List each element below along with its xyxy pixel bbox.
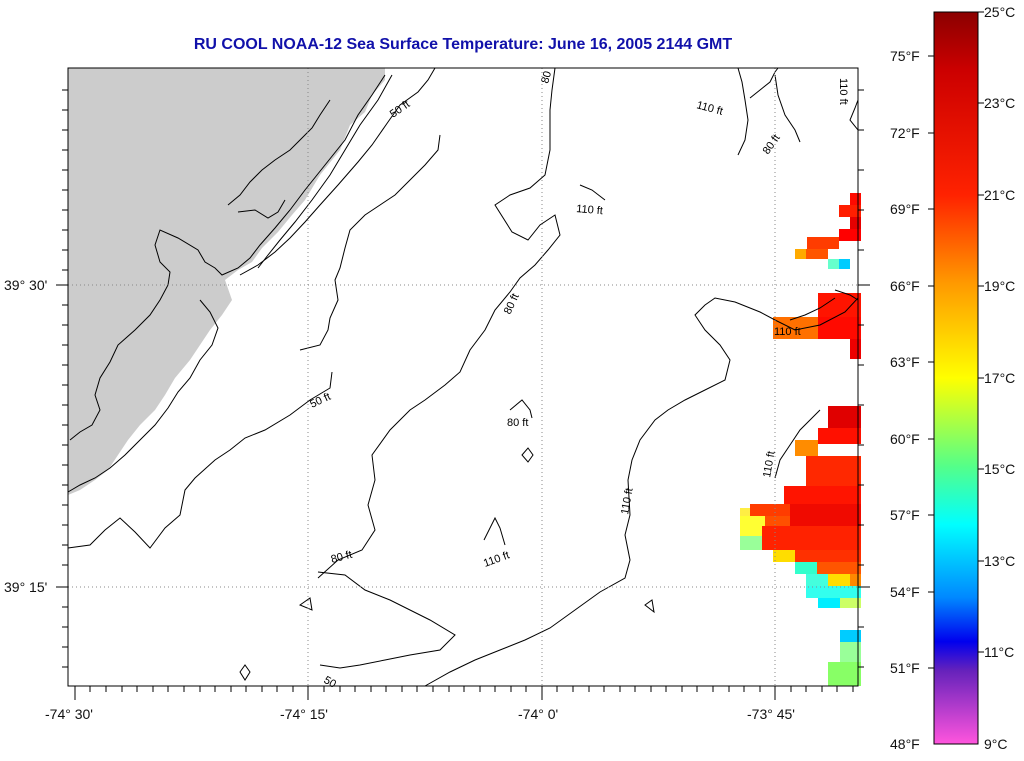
celsius-label: 11°C bbox=[984, 644, 1015, 660]
land-inner-coast bbox=[69, 74, 386, 441]
land-new-jersey bbox=[68, 68, 385, 495]
fahrenheit-label: 51°F bbox=[890, 660, 920, 676]
graticule bbox=[68, 68, 858, 686]
fahrenheit-label: 72°F bbox=[890, 125, 920, 141]
fahrenheit-label: 57°F bbox=[890, 507, 920, 523]
lat-label: 39° 30' bbox=[4, 277, 48, 293]
celsius-label: 15°C bbox=[984, 461, 1016, 477]
fahrenheit-label: 75°F bbox=[890, 48, 920, 64]
map-frame bbox=[67, 67, 859, 687]
fahrenheit-label: 60°F bbox=[890, 431, 920, 447]
celsius-label: 17°C bbox=[984, 370, 1016, 386]
lon-label: -73° 45' bbox=[747, 706, 795, 722]
celsius-label: 23°C bbox=[984, 95, 1016, 111]
contour-label: 110 ft bbox=[774, 326, 801, 338]
contour-label: 50 bbox=[322, 674, 339, 691]
map-title: RU COOL NOAA-12 Sea Surface Temperature:… bbox=[193, 36, 733, 53]
sst-pixels bbox=[740, 193, 861, 686]
celsius-label: 9°C bbox=[984, 736, 1008, 752]
lat-label: 39° 15' bbox=[4, 579, 48, 595]
celsius-label: 25°C bbox=[984, 4, 1016, 20]
celsius-label: 19°C bbox=[984, 278, 1016, 294]
lon-label: -74° 30' bbox=[45, 706, 93, 722]
colorbar bbox=[933, 11, 979, 745]
fahrenheit-label: 66°F bbox=[890, 278, 920, 294]
fahrenheit-label: 63°F bbox=[890, 354, 920, 370]
land-barrier-islands bbox=[67, 74, 393, 493]
contour-label: 110 ft bbox=[619, 487, 635, 515]
contour-label: 110 ft bbox=[837, 78, 849, 105]
contour-label: 80 ft bbox=[507, 417, 528, 429]
lon-label: -74° 15' bbox=[280, 706, 328, 722]
celsius-label: 21°C bbox=[984, 187, 1016, 203]
contour-label: 80 ft bbox=[330, 549, 354, 566]
celsius-label: 13°C bbox=[984, 553, 1016, 569]
contour-label: 110 ft bbox=[761, 450, 777, 478]
fahrenheit-label: 69°F bbox=[890, 201, 920, 217]
colorbar-ticks bbox=[928, 11, 984, 669]
fahrenheit-label: 54°F bbox=[890, 584, 920, 600]
bathymetry-contours bbox=[67, 67, 859, 687]
contour-label: 110 ft bbox=[576, 203, 604, 217]
contour-label: 80 bbox=[539, 70, 554, 85]
lon-label: -74° 0' bbox=[518, 706, 559, 722]
fahrenheit-label: 48°F bbox=[890, 736, 920, 752]
axis-ticks bbox=[56, 89, 870, 700]
